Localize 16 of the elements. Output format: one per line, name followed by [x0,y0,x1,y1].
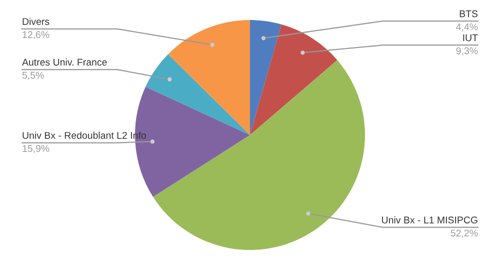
data-label: 5,5% [22,72,44,80]
slice-label: BTS [460,10,478,18]
pie-slice [146,54,250,135]
data-label: 52,2% [450,230,478,238]
data-label: 9,3% [456,47,478,56]
pie-slice [250,24,338,135]
pie-slice [250,20,282,135]
data-label: 15,9% [22,145,50,154]
pie-slice [168,20,250,135]
slice-label: IUT [463,34,478,42]
data-label: 4,4% [456,23,478,32]
data-label: 12,6% [22,31,50,40]
slice-label: Univ Bx - L1 MISIPCG [382,216,478,224]
slice-label: Divers [22,18,50,25]
slice-label: Autres Univ. France [22,58,107,66]
pie-slice [153,60,365,250]
